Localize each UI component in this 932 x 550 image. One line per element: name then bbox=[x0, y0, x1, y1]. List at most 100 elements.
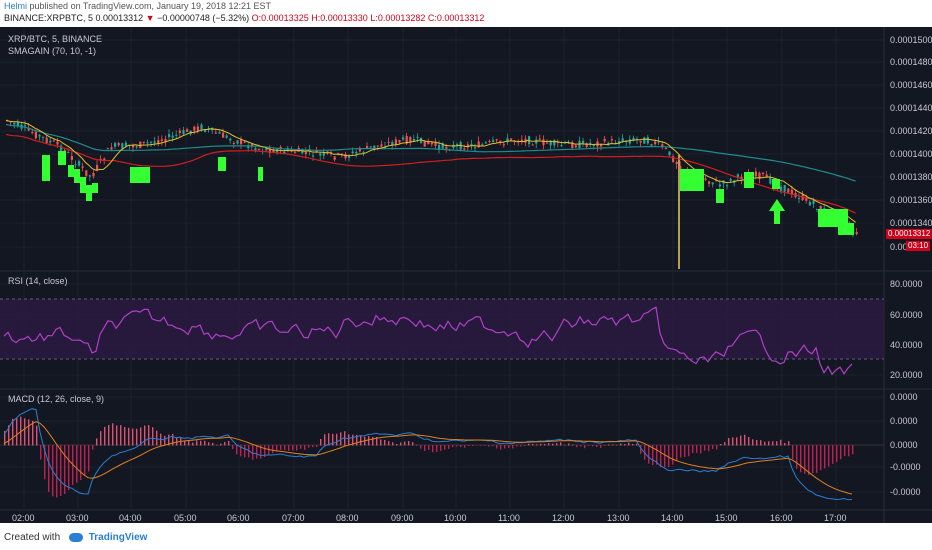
macd-histogram-bar bbox=[92, 445, 94, 450]
sma-long-line bbox=[5, 123, 856, 182]
candle-body bbox=[150, 141, 153, 143]
indicator-title[interactable]: SMAGAIN (70, 10, -1) bbox=[8, 46, 97, 56]
macd-histogram-bar bbox=[352, 434, 354, 446]
macd-histogram-bar bbox=[568, 443, 570, 446]
candle-body bbox=[632, 137, 635, 141]
grid bbox=[0, 27, 884, 510]
macd-histogram-bar bbox=[808, 445, 810, 475]
signal-marker bbox=[744, 172, 754, 188]
macd-histogram-bar bbox=[440, 445, 442, 451]
candle-body bbox=[740, 176, 743, 180]
time-label: 09:00 bbox=[391, 513, 414, 523]
macd-histogram-bar bbox=[368, 436, 370, 446]
macd-title[interactable]: MACD (12, 26, close, 9) bbox=[8, 394, 105, 404]
macd-histogram-bar bbox=[592, 445, 594, 447]
candle-body bbox=[225, 135, 228, 138]
tradingview-brand[interactable]: TradingView bbox=[88, 532, 148, 543]
macd-histogram-bar bbox=[664, 445, 666, 467]
macd-histogram-bar bbox=[548, 443, 550, 446]
candle-body bbox=[484, 142, 487, 144]
time-label: 11:00 bbox=[498, 513, 520, 523]
macd-histogram-bar bbox=[716, 445, 718, 450]
macd-histogram-bar bbox=[36, 425, 38, 446]
time-label: 17:00 bbox=[824, 513, 847, 523]
macd-histogram-bar bbox=[780, 439, 782, 446]
signal-marker bbox=[680, 169, 704, 191]
candle-body bbox=[441, 143, 444, 149]
macd-histogram-bar bbox=[544, 444, 546, 446]
macd-histogram-bar bbox=[252, 445, 254, 460]
time-label: 03:00 bbox=[66, 513, 89, 523]
macd-histogram-bar bbox=[296, 445, 298, 451]
candle-body bbox=[60, 145, 63, 151]
macd-histogram-bar bbox=[192, 442, 194, 446]
macd-histogram-bar bbox=[240, 445, 242, 457]
candle-body bbox=[855, 232, 858, 235]
candle-body bbox=[157, 140, 160, 145]
candle-body bbox=[477, 141, 480, 148]
macd-histogram-bar bbox=[564, 444, 566, 446]
macd-label: -0.0000 bbox=[890, 487, 921, 497]
candle-body bbox=[74, 164, 77, 166]
macd-histogram-bar bbox=[712, 445, 714, 449]
macd-histogram-bar bbox=[332, 433, 334, 446]
macd-histogram-bar bbox=[4, 430, 6, 446]
macd-histogram-bar bbox=[100, 431, 102, 446]
macd-histogram-bar bbox=[672, 445, 674, 465]
macd-histogram-bar bbox=[336, 433, 338, 446]
macd-histogram-bar bbox=[800, 445, 802, 473]
time-label: 02:00 bbox=[12, 513, 35, 523]
rsi-title[interactable]: RSI (14, close) bbox=[8, 276, 68, 286]
macd-histogram-bar bbox=[196, 440, 198, 446]
candle-body bbox=[178, 130, 181, 134]
macd-histogram-bar bbox=[328, 433, 330, 446]
candle-body bbox=[499, 140, 502, 143]
rsi-label: 20.0000 bbox=[890, 370, 923, 380]
macd-histogram-bar bbox=[432, 445, 434, 453]
candle-body bbox=[808, 202, 811, 206]
macd-histogram-bar bbox=[740, 435, 742, 446]
candle-body bbox=[488, 140, 491, 142]
macd-histogram-bar bbox=[852, 445, 854, 455]
footer: Created with TradingView bbox=[0, 526, 932, 550]
candle-body bbox=[549, 140, 552, 146]
candle-body bbox=[636, 138, 639, 140]
macd-histogram-bar bbox=[536, 444, 538, 446]
macd-histogram-bar bbox=[472, 445, 474, 447]
macd-histogram-bar bbox=[128, 427, 130, 446]
candle-body bbox=[405, 135, 408, 144]
chart-canvas[interactable] bbox=[0, 27, 932, 523]
candle-body bbox=[711, 182, 714, 185]
macd-histogram-bar bbox=[76, 445, 78, 483]
macd-histogram-bar bbox=[656, 445, 658, 465]
macd-histogram-bar bbox=[604, 445, 606, 446]
candle-body bbox=[542, 139, 545, 146]
macd-histogram-bar bbox=[488, 445, 490, 447]
candle-body bbox=[103, 158, 106, 161]
macd-histogram-bar bbox=[96, 438, 98, 446]
macd-histogram-bar bbox=[788, 441, 790, 446]
signal-marker bbox=[58, 151, 66, 165]
candle-body bbox=[373, 145, 376, 149]
candle-body bbox=[376, 145, 379, 147]
author-link[interactable]: Helmi bbox=[4, 1, 28, 11]
macd-histogram-bar bbox=[360, 435, 362, 446]
candle-body bbox=[639, 140, 642, 143]
macd-histogram-bar bbox=[408, 441, 410, 446]
candle-body bbox=[668, 151, 671, 156]
macd-histogram-bar bbox=[172, 433, 174, 446]
signal-marker bbox=[74, 169, 80, 183]
candle-body bbox=[56, 141, 59, 145]
chart-area[interactable]: XRP/BTC, 5, BINANCE SMAGAIN (70, 10, -1)… bbox=[0, 27, 932, 523]
candle-body bbox=[258, 148, 261, 150]
rsi-band bbox=[0, 299, 884, 359]
macd-histogram-bar bbox=[184, 440, 186, 446]
macd-histogram-bar bbox=[632, 444, 634, 446]
candle-body bbox=[114, 143, 117, 147]
macd-histogram-bar bbox=[512, 445, 514, 449]
time-label: 16:00 bbox=[770, 513, 793, 523]
candle-body bbox=[603, 138, 606, 142]
macd-histogram-bar bbox=[400, 442, 402, 446]
macd-histogram-bar bbox=[608, 444, 610, 446]
